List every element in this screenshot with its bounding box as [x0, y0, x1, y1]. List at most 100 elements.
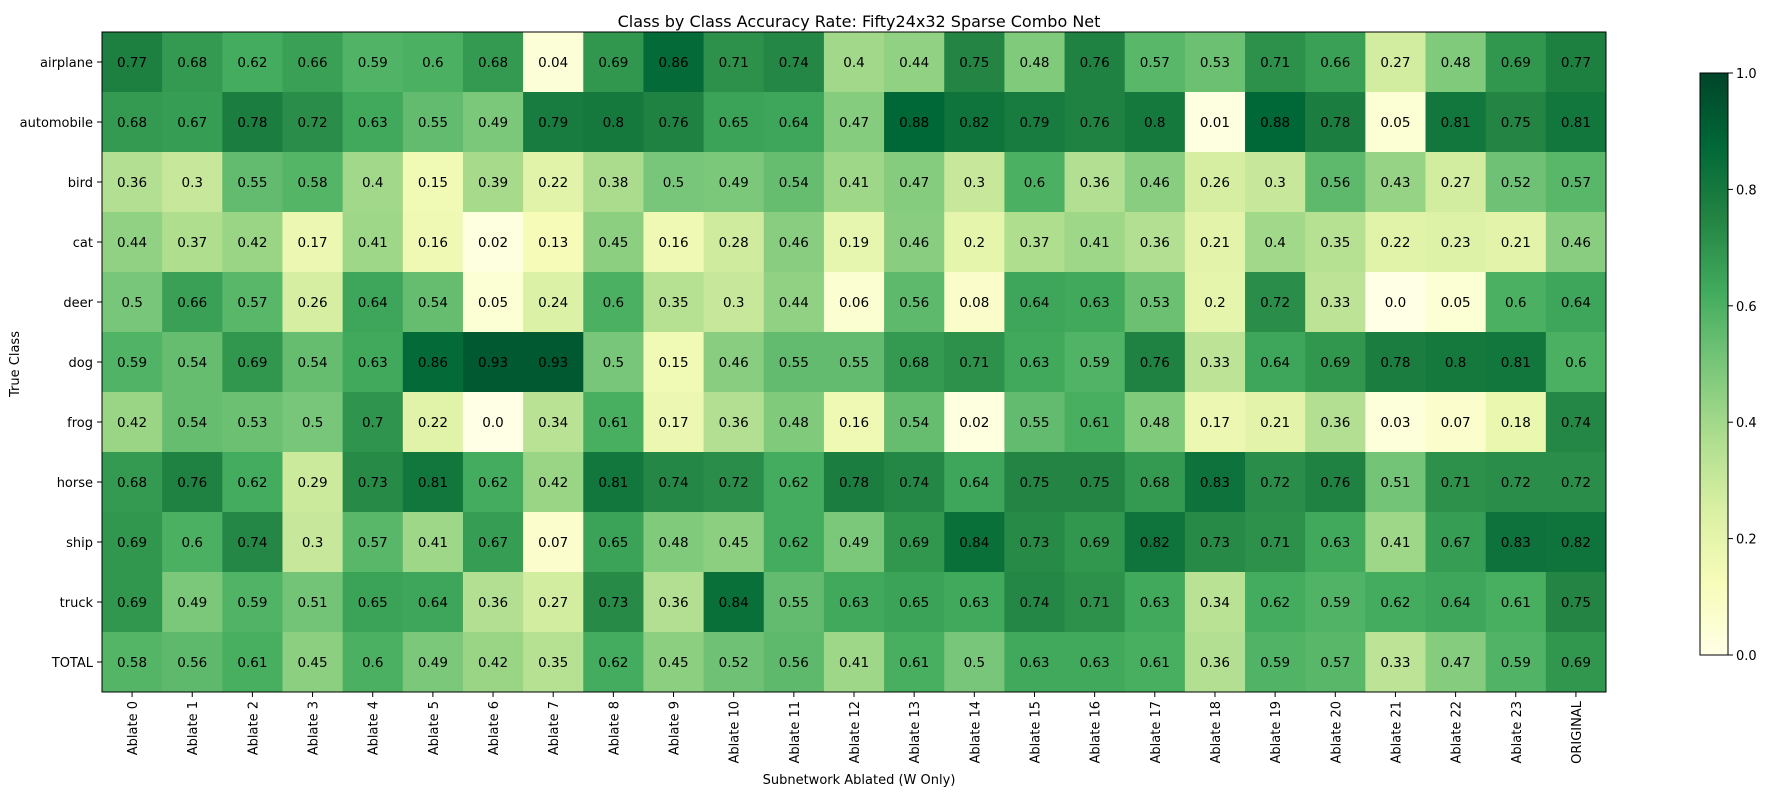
cell-value-label: 0.5	[603, 355, 624, 371]
heatmap-cell	[583, 392, 644, 453]
cell-value-label: 0.62	[779, 475, 809, 491]
heatmap-cell	[643, 152, 705, 213]
heatmap-cell	[884, 392, 945, 453]
cell-value-label: 0.28	[719, 235, 749, 251]
cell-value-label: 0.72	[1561, 475, 1591, 491]
heatmap-cell	[823, 272, 885, 333]
heatmap-cell	[1485, 632, 1547, 693]
heatmap-cell	[523, 92, 584, 153]
heatmap-cell	[1425, 572, 1487, 633]
heatmap-cell	[1004, 452, 1066, 513]
heatmap-cell	[462, 392, 524, 453]
cell-value-label: 0.75	[1019, 475, 1049, 491]
heatmap-cell	[1545, 572, 1607, 633]
heatmap-cell	[342, 92, 404, 153]
heatmap-cell	[1365, 152, 1427, 213]
cell-value-label: 0.5	[964, 655, 985, 671]
cell-value-label: 0.78	[1320, 115, 1350, 131]
cell-value-label: 0.22	[538, 175, 568, 191]
cell-value-label: 0.86	[418, 355, 448, 371]
x-axis-label: Subnetwork Ablated (W Only)	[763, 773, 956, 788]
cell-value-label: 0.67	[478, 535, 508, 551]
heatmap-cell	[1245, 332, 1306, 393]
heatmap-cell	[282, 632, 344, 693]
cell-value-label: 0.67	[1441, 535, 1471, 551]
heatmap-cell	[402, 452, 464, 513]
cell-value-label: 0.62	[478, 475, 508, 491]
heatmap-cell	[884, 32, 945, 93]
heatmap-cell	[523, 272, 584, 333]
cell-value-label: 0.16	[658, 235, 688, 251]
heatmap-cell	[162, 512, 223, 573]
cell-value-label: 0.33	[1200, 355, 1230, 371]
x-tick-label: ORIGINAL	[1570, 700, 1585, 764]
heatmap-cell	[342, 152, 404, 213]
cell-value-label: 0.3	[302, 535, 323, 551]
cell-value-label: 0.45	[298, 655, 328, 671]
heatmap-cell	[1124, 92, 1186, 153]
cell-value-label: 0.84	[959, 535, 989, 551]
cell-value-label: 0.88	[1260, 115, 1290, 131]
cell-value-label: 0.56	[779, 655, 809, 671]
heatmap-cell	[703, 392, 765, 453]
x-tick-label: Ablate 0	[126, 701, 141, 755]
cell-value-label: 0.72	[1501, 475, 1531, 491]
heatmap-cell	[1064, 32, 1126, 93]
heatmap-cell	[402, 392, 464, 453]
heatmap-cell	[162, 152, 223, 213]
y-tick-label: frog	[67, 416, 93, 431]
heatmap-cell	[102, 512, 163, 573]
cell-value-label: 0.8	[603, 115, 624, 131]
cell-value-label: 0.08	[959, 295, 989, 311]
heatmap-cell	[944, 32, 1005, 93]
cell-value-label: 0.75	[959, 55, 989, 71]
heatmap-cell	[462, 212, 524, 273]
cell-value-label: 0.61	[899, 655, 929, 671]
cell-value-label: 0.59	[117, 355, 147, 371]
heatmap-cell	[884, 512, 945, 573]
heatmap-cell	[583, 572, 644, 633]
cell-value-label: 0.71	[959, 355, 989, 371]
heatmap-cell	[1545, 632, 1607, 693]
heatmap-cell	[1305, 512, 1366, 573]
heatmap-cell	[1245, 272, 1306, 333]
cell-value-label: 0.83	[1200, 475, 1230, 491]
cell-value-label: 0.62	[237, 475, 267, 491]
heatmap-cell	[1064, 512, 1126, 573]
heatmap-cell	[884, 632, 945, 693]
heatmap-cell	[1124, 512, 1186, 573]
heatmap-cell	[944, 512, 1005, 573]
heatmap-cell	[763, 392, 825, 453]
cell-value-label: 0.61	[1140, 655, 1170, 671]
heatmap-cell	[523, 632, 584, 693]
heatmap-cell	[222, 332, 283, 393]
heatmap-cell	[282, 452, 344, 513]
heatmap-cell	[162, 212, 223, 273]
heatmap-cell	[1305, 392, 1366, 453]
heatmap-cell	[1004, 332, 1066, 393]
cell-value-label: 0.07	[538, 535, 568, 551]
cell-value-label: 0.69	[117, 535, 147, 551]
heatmap-cell	[1365, 92, 1427, 153]
heatmap-cell	[1004, 32, 1066, 93]
cell-value-label: 0.5	[663, 175, 684, 191]
colorbar-tick-label: 0.6	[1736, 300, 1757, 315]
heatmap-cell	[102, 572, 163, 633]
cell-value-label: 0.15	[658, 355, 688, 371]
cell-value-label: 0.68	[1140, 475, 1170, 491]
heatmap-cell	[1305, 152, 1366, 213]
heatmap-cell	[102, 92, 163, 153]
heatmap-cell	[523, 212, 584, 273]
cell-value-label: 0.61	[1501, 595, 1531, 611]
heatmap-cell	[1425, 92, 1487, 153]
heatmap-cell	[703, 152, 765, 213]
cell-value-label: 0.7	[362, 415, 383, 431]
cell-value-label: 0.41	[839, 655, 869, 671]
cell-value-label: 0.69	[1080, 535, 1110, 551]
heatmap-cell	[342, 332, 404, 393]
y-tick-label: ship	[66, 536, 93, 551]
cell-value-label: 0.76	[1140, 355, 1170, 371]
cell-value-label: 0.63	[358, 355, 388, 371]
cell-value-label: 0.42	[478, 655, 508, 671]
y-tick-label: deer	[63, 296, 93, 311]
